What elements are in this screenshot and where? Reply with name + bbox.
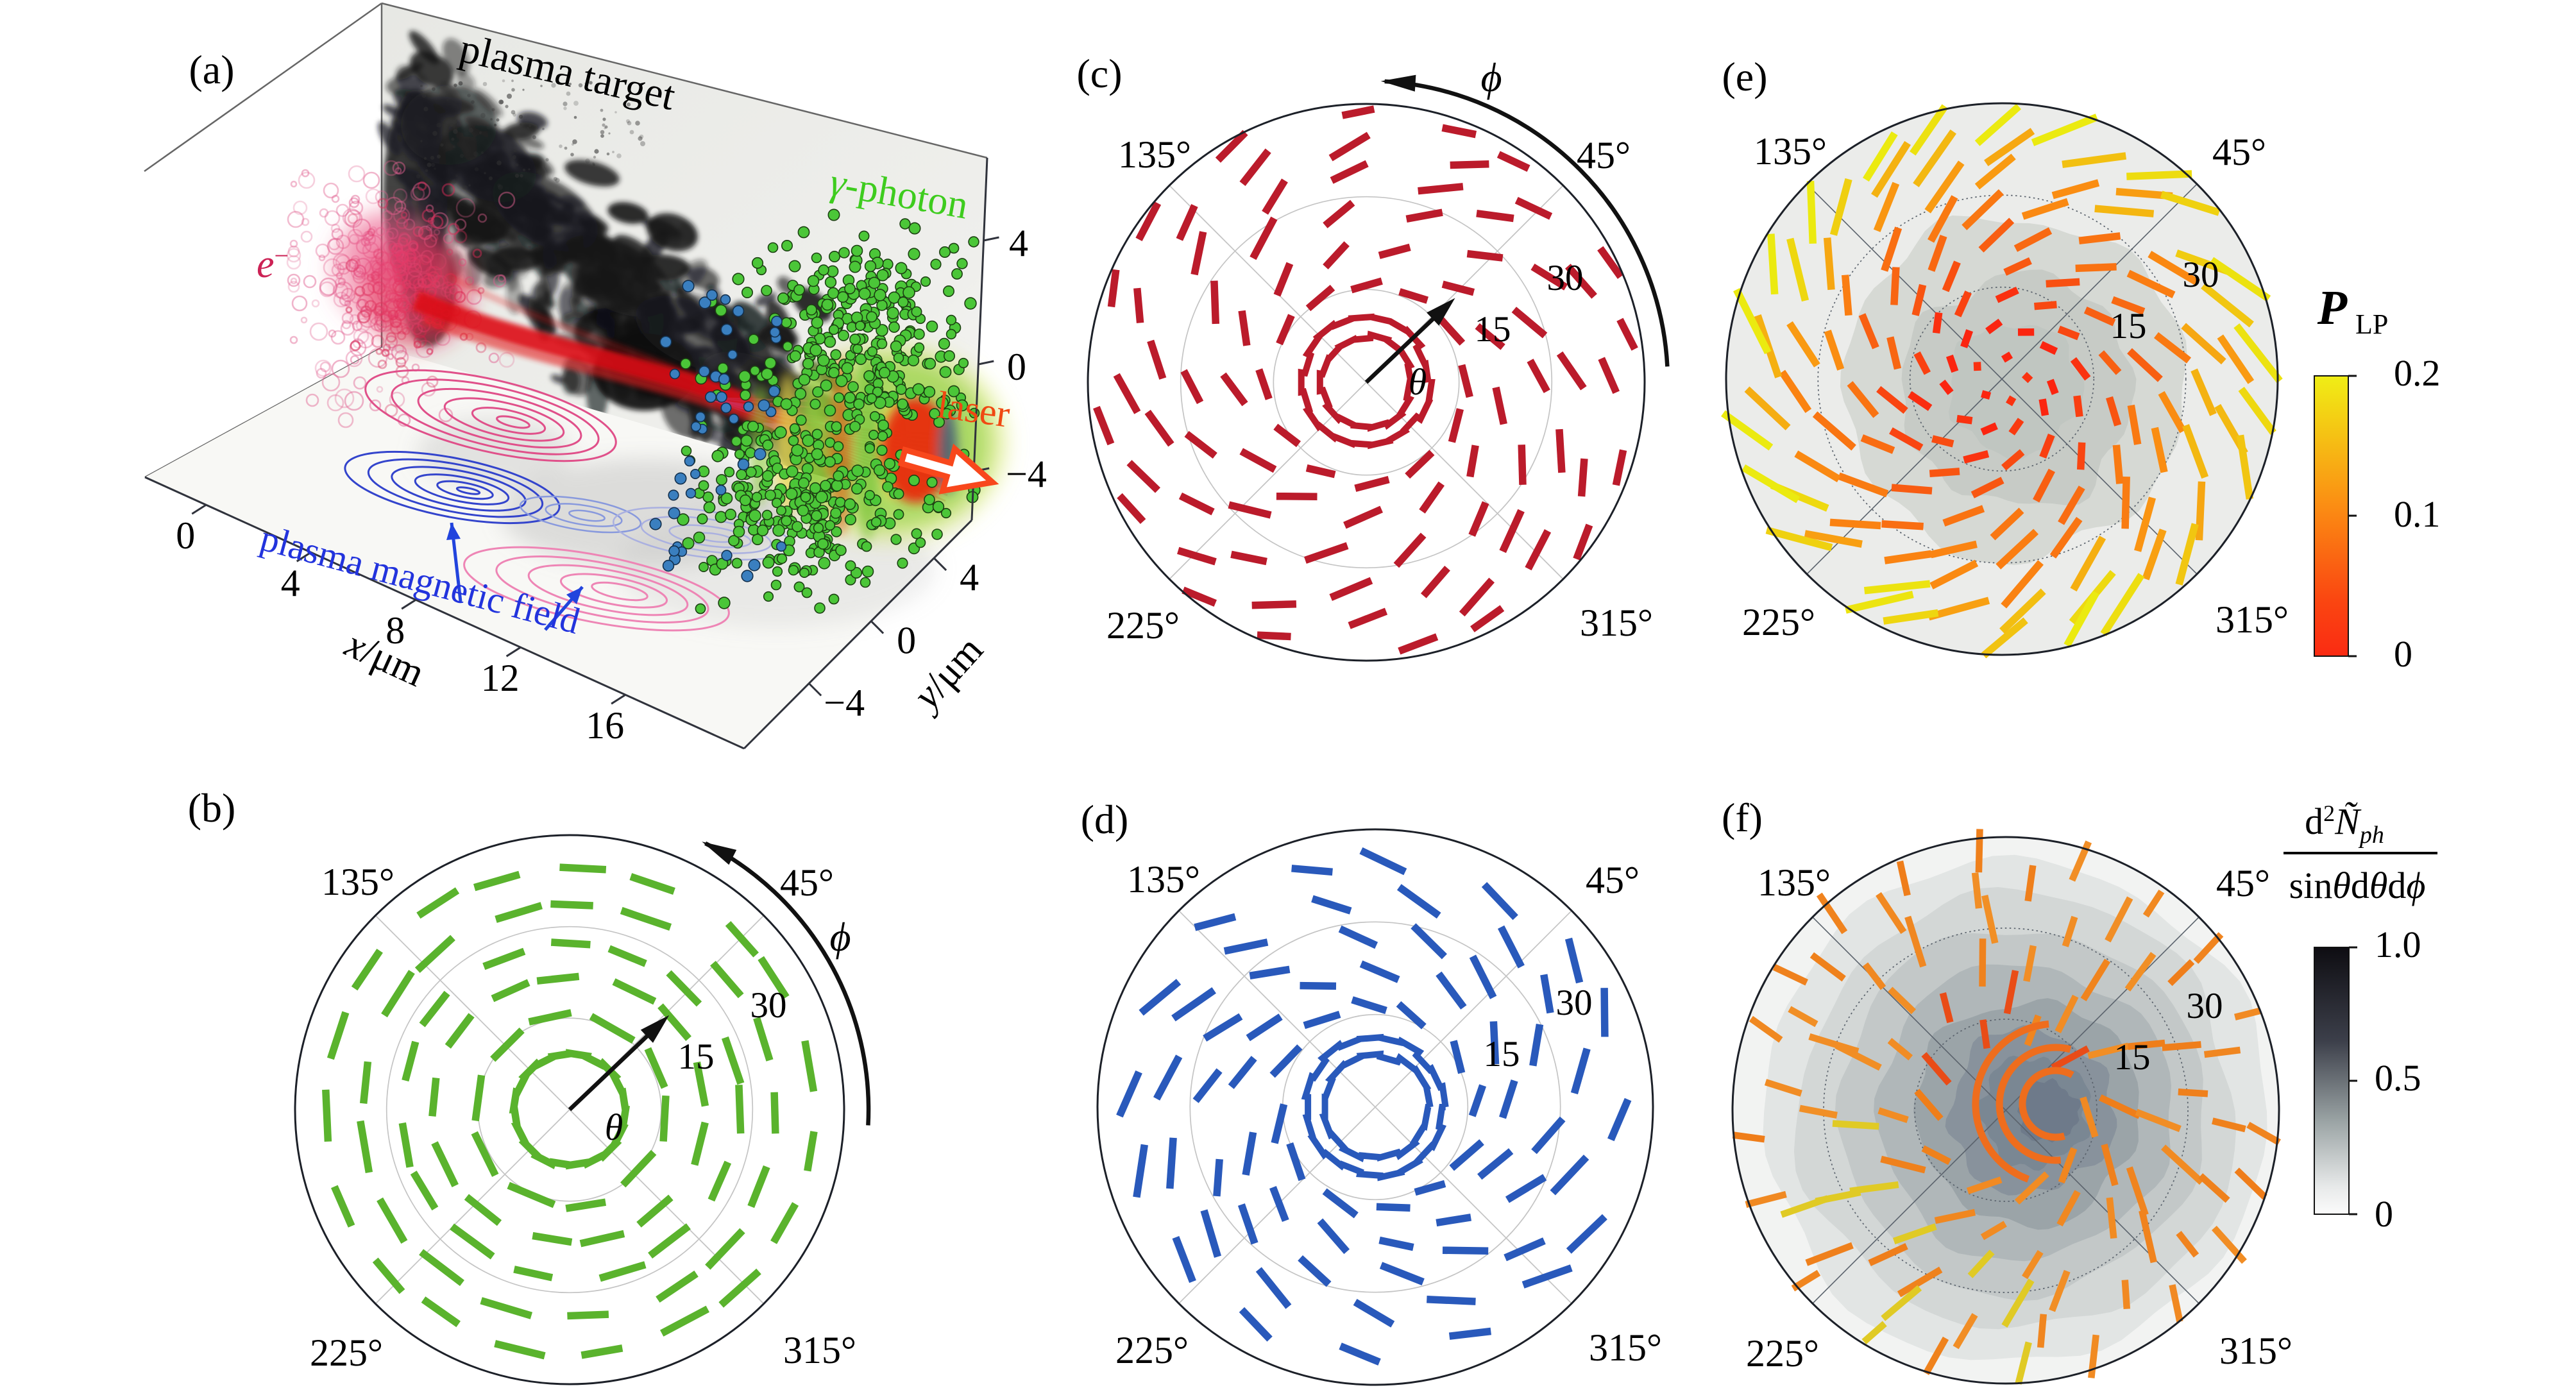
svg-text:15: 15 — [678, 1037, 715, 1077]
svg-text:0: 0 — [2394, 633, 2412, 675]
svg-text:ϕ: ϕ — [1480, 55, 1502, 100]
svg-text:135°: 135° — [1118, 133, 1191, 176]
svg-text:315°: 315° — [783, 1329, 856, 1371]
svg-text:4: 4 — [1009, 222, 1028, 264]
svg-text:(e): (e) — [1722, 54, 1767, 99]
svg-text:12: 12 — [481, 657, 520, 699]
svg-text:4: 4 — [281, 562, 300, 604]
svg-text:315°: 315° — [1589, 1326, 1662, 1369]
svg-text:315°: 315° — [1580, 602, 1653, 644]
svg-text:30: 30 — [1547, 258, 1584, 298]
svg-text:4: 4 — [960, 556, 979, 598]
svg-text:θ: θ — [605, 1106, 623, 1148]
svg-text:1.0: 1.0 — [2375, 924, 2421, 965]
svg-text:0.2: 0.2 — [2394, 352, 2441, 394]
svg-text:0.1: 0.1 — [2394, 493, 2441, 535]
svg-text:45°: 45° — [1577, 134, 1631, 176]
svg-text:135°: 135° — [1127, 858, 1200, 901]
svg-text:sinθdθdϕ: sinθdθdϕ — [2289, 865, 2426, 906]
svg-text:30: 30 — [2183, 255, 2219, 295]
svg-text:15: 15 — [1484, 1034, 1520, 1074]
svg-text:225°: 225° — [1106, 604, 1180, 647]
svg-text:θ: θ — [1409, 361, 1427, 403]
svg-text:45°: 45° — [1586, 859, 1640, 901]
svg-text:135°: 135° — [1758, 861, 1831, 904]
svg-text:0: 0 — [2375, 1193, 2393, 1235]
svg-text:45°: 45° — [2216, 862, 2270, 904]
svg-text:P: P — [2317, 281, 2348, 335]
svg-text:30: 30 — [750, 985, 787, 1026]
svg-text:−4: −4 — [1006, 453, 1047, 495]
svg-text:0: 0 — [176, 514, 195, 557]
svg-text:225°: 225° — [1115, 1329, 1189, 1371]
svg-text:30: 30 — [1556, 983, 1593, 1023]
svg-text:15: 15 — [2110, 306, 2147, 346]
svg-text:225°: 225° — [310, 1332, 383, 1374]
svg-text:45°: 45° — [780, 861, 834, 904]
svg-text:45°: 45° — [2212, 131, 2266, 173]
svg-text:(d): (d) — [1081, 797, 1129, 842]
svg-text:(b): (b) — [188, 785, 236, 831]
svg-text:225°: 225° — [1746, 1332, 1819, 1375]
svg-text:0: 0 — [897, 619, 916, 661]
svg-text:225°: 225° — [1742, 601, 1815, 643]
svg-text:15: 15 — [2114, 1037, 2151, 1078]
svg-text:0.5: 0.5 — [2375, 1057, 2421, 1099]
svg-text:30: 30 — [2187, 986, 2223, 1026]
svg-text:135°: 135° — [1754, 130, 1827, 173]
svg-text:LP: LP — [2355, 309, 2388, 340]
svg-text:15: 15 — [1475, 309, 1511, 350]
svg-text:ϕ: ϕ — [829, 914, 851, 960]
svg-text:(c): (c) — [1076, 51, 1122, 96]
svg-text:315°: 315° — [2216, 598, 2289, 641]
svg-text:(a): (a) — [189, 47, 234, 92]
svg-text:16: 16 — [586, 704, 624, 747]
svg-text:(f): (f) — [1722, 795, 1763, 840]
svg-text:0: 0 — [1007, 346, 1026, 388]
svg-text:135°: 135° — [321, 861, 394, 903]
svg-text:−4: −4 — [824, 682, 865, 724]
svg-text:315°: 315° — [2219, 1330, 2292, 1372]
